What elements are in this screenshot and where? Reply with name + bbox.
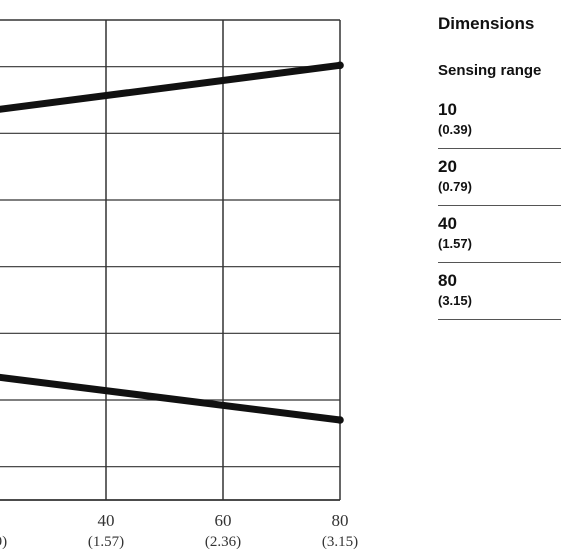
x-tick-inch-label: (2.36) [205, 534, 241, 550]
table-row: 20 (0.79) [438, 149, 561, 206]
chart-x-ticks: 20(0.79)40(1.57)60(2.36)80(3.15) [0, 511, 358, 550]
table-row: 80 (3.15) [438, 263, 561, 320]
row-inch-value: (3.15) [438, 293, 472, 308]
chart-series [0, 61, 344, 424]
x-tick-label: 80 [332, 511, 349, 530]
series-line-2 [0, 373, 341, 424]
row-inch-value: (0.79) [438, 179, 472, 194]
chart-grid [0, 19, 341, 501]
row-value: 40 [438, 214, 457, 233]
row-value: 20 [438, 157, 457, 176]
table-row: 10 (0.39) [438, 92, 561, 149]
x-tick-label: 40 [98, 511, 115, 530]
table-header-sensing-range: Sensing range [438, 62, 542, 79]
table-title: Dimensions [438, 14, 535, 33]
series-line-1 [0, 61, 341, 113]
sensing-chart: 20(0.79)40(1.57)60(2.36)80(3.15) [0, 19, 358, 550]
x-tick-inch-label: (3.15) [322, 534, 358, 550]
series-end-point [336, 416, 344, 424]
row-value: 80 [438, 271, 457, 290]
table-row: 40 (1.57) [438, 206, 561, 263]
x-tick-inch-label: (1.57) [88, 534, 124, 550]
x-tick-inch-label: (0.79) [0, 534, 7, 550]
x-tick-label: 60 [215, 511, 232, 530]
row-inch-value: (0.39) [438, 122, 472, 137]
series-end-point [336, 61, 344, 70]
dimensions-table: Dimensions Sensing range 10 (0.39) 20 (0… [438, 0, 561, 330]
row-value: 10 [438, 100, 457, 119]
row-inch-value: (1.57) [438, 236, 472, 251]
